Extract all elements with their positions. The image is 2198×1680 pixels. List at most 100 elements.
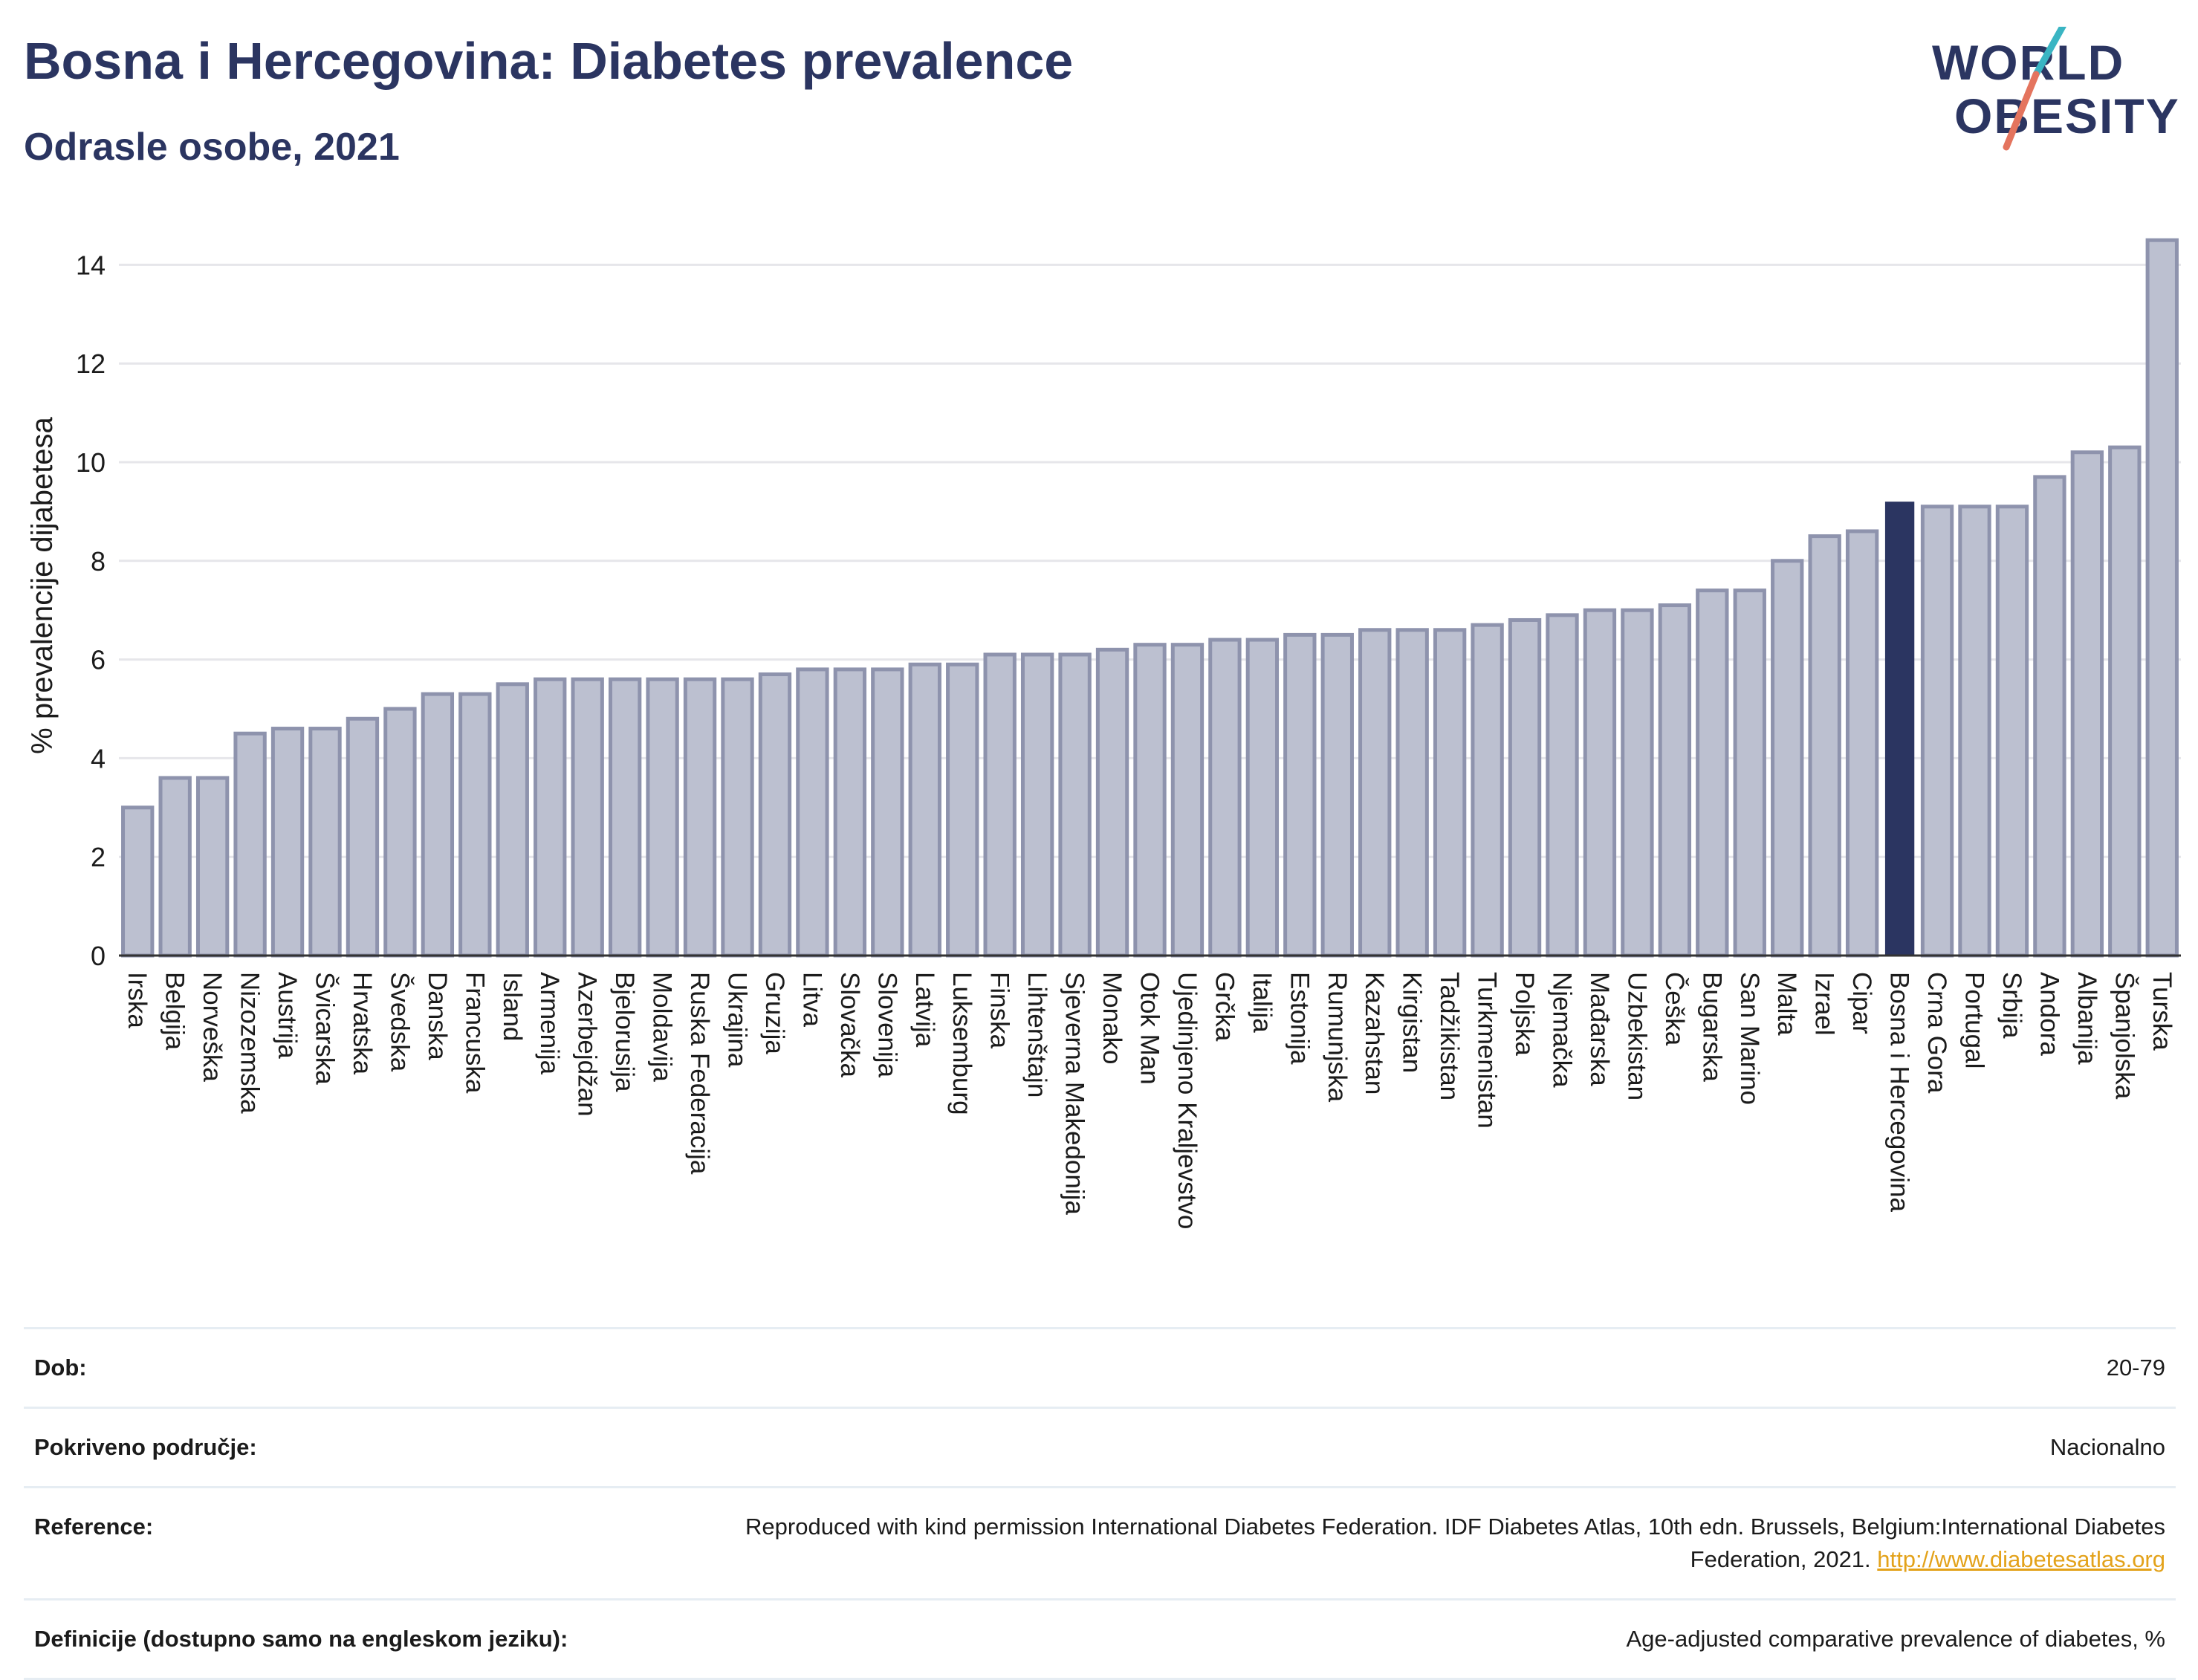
bar bbox=[833, 667, 867, 958]
bar bbox=[1771, 559, 1804, 958]
bar bbox=[534, 677, 567, 958]
x-tick-label: Armenija bbox=[535, 972, 564, 1075]
x-tick-label: Austrija bbox=[273, 972, 302, 1059]
x-tick-label: Finska bbox=[985, 972, 1014, 1049]
info-label-reference: Reference: bbox=[34, 1514, 154, 1540]
chart-subtitle: Odrasle osobe, 2021 bbox=[24, 126, 400, 169]
bar bbox=[1845, 529, 1879, 958]
x-tick-label: Monako bbox=[1098, 972, 1126, 1065]
x-tick-label: Belgija bbox=[161, 972, 189, 1051]
x-tick-label: Turkmenistan bbox=[1473, 972, 1502, 1129]
x-tick-label: Danska bbox=[423, 972, 452, 1060]
x-tick-label: Grčka bbox=[1210, 972, 1239, 1042]
x-tick-label: Njemačka bbox=[1548, 972, 1577, 1088]
bar bbox=[1020, 652, 1054, 958]
x-tick-label: Island bbox=[498, 972, 527, 1041]
y-axis-label: % prevalencije dijabetesa bbox=[26, 416, 59, 753]
y-tick-label: 2 bbox=[91, 842, 106, 872]
y-tick-label: 8 bbox=[91, 546, 106, 577]
logo-slash-icon bbox=[2003, 27, 2066, 151]
x-tick-label: Bosna i Hercegovina bbox=[1885, 972, 1914, 1212]
x-tick-label: Slovačka bbox=[835, 972, 864, 1078]
x-tick-label: Turska bbox=[2147, 972, 2176, 1051]
x-tick-label: Irska bbox=[123, 972, 152, 1028]
x-tick-label: Slovenija bbox=[872, 972, 901, 1078]
bar bbox=[1546, 613, 1579, 958]
bar bbox=[195, 776, 230, 958]
y-tick-label: 14 bbox=[76, 250, 106, 280]
bar bbox=[1245, 638, 1280, 958]
bar bbox=[233, 731, 267, 958]
info-row-definition: Definicije (dostupno samo na engleskom j… bbox=[24, 1598, 2176, 1680]
bar bbox=[1733, 588, 1766, 958]
x-tick-label: Ruska Federacija bbox=[685, 972, 714, 1175]
bar bbox=[608, 677, 642, 958]
x-tick-label: Cipar bbox=[1847, 972, 1876, 1034]
x-tick-label: Uzbekistan bbox=[1622, 972, 1651, 1100]
bar bbox=[1283, 632, 1317, 958]
bar-chart: 0 2 4 6 8 10 12 14 % prevalencije dijabetesa Irsk… bbox=[26, 238, 2181, 1229]
bar bbox=[1058, 652, 1092, 958]
bar bbox=[871, 667, 904, 958]
x-tick-label: Italija bbox=[1248, 972, 1277, 1033]
bar bbox=[1920, 505, 1954, 958]
bar bbox=[1170, 643, 1205, 958]
x-tick-label: Kazahstan bbox=[1360, 972, 1389, 1094]
bar bbox=[1658, 603, 1692, 958]
bar bbox=[908, 662, 941, 958]
bar bbox=[946, 662, 979, 958]
x-tick-label: Litva bbox=[797, 972, 826, 1027]
info-label-coverage: Pokriveno područje: bbox=[34, 1434, 257, 1460]
bar bbox=[2033, 475, 2066, 958]
bar bbox=[421, 692, 455, 958]
bar bbox=[1095, 647, 1129, 958]
bar bbox=[346, 716, 380, 958]
bar bbox=[1884, 502, 1915, 956]
info-table: Dob: 20-79 Pokriveno područje: Nacionaln… bbox=[24, 1327, 2176, 1680]
bar bbox=[2070, 450, 2104, 958]
bar bbox=[158, 776, 192, 958]
x-tick-label: Ujedinjeno Kraljevstvo bbox=[1173, 972, 1202, 1229]
x-tick-label: Bjelorusija bbox=[610, 972, 639, 1092]
chart-title: Bosna i Hercegovina: Diabetes prevalence bbox=[24, 32, 1074, 90]
x-tick-label: Kirgistan bbox=[1398, 972, 1427, 1073]
x-tick-label: Sjeverna Makedonija bbox=[1060, 972, 1089, 1215]
bar bbox=[1508, 617, 1542, 958]
y-tick-label: 6 bbox=[91, 645, 106, 675]
x-tick-label: Gruzija bbox=[760, 972, 789, 1054]
info-row-age: Dob: 20-79 bbox=[24, 1327, 2176, 1407]
reference-link[interactable]: http://www.diabetesatlas.org bbox=[1877, 1546, 2165, 1572]
x-tick-label: Azerbejdžan bbox=[573, 972, 602, 1117]
info-value-coverage: Nacionalno bbox=[2049, 1434, 2165, 1460]
x-tick-label: Poljska bbox=[1510, 972, 1539, 1056]
world-obesity-logo[interactable]: WORLD OBESITY bbox=[1932, 27, 2185, 153]
logo-text-obesity: OBESITY bbox=[1954, 88, 2180, 143]
x-tick-label: Mađarska bbox=[1585, 972, 1614, 1086]
bar bbox=[458, 692, 492, 958]
x-tick-label: Crna Gora bbox=[1922, 972, 1951, 1094]
bar bbox=[496, 682, 529, 958]
x-tick-label: Španjolska bbox=[2110, 972, 2139, 1100]
x-tick-label: Češka bbox=[1660, 972, 1689, 1046]
bar bbox=[1621, 608, 1654, 958]
x-tick-label: Otok Man bbox=[1135, 972, 1164, 1085]
x-tick-label: Moldavija bbox=[648, 972, 677, 1082]
x-tick-label: Izrael bbox=[1810, 972, 1839, 1036]
x-tick-label: San Marino bbox=[1735, 972, 1764, 1105]
bar bbox=[1808, 534, 1841, 958]
x-tick-label: Rumunjska bbox=[1323, 972, 1352, 1103]
x-tick-label: Ukrajina bbox=[723, 972, 752, 1068]
bar bbox=[983, 652, 1017, 958]
y-tick-label: 4 bbox=[91, 743, 106, 773]
bar bbox=[1358, 628, 1392, 958]
bar bbox=[1320, 632, 1354, 958]
x-tick-label: Malta bbox=[1772, 972, 1801, 1036]
x-tick-label: Lihtenštajn bbox=[1022, 972, 1051, 1097]
bar bbox=[571, 677, 604, 958]
y-tick-label: 12 bbox=[76, 348, 106, 379]
bar bbox=[1995, 505, 2029, 958]
bar bbox=[2108, 445, 2142, 958]
x-tick-label: Luksemburg bbox=[947, 972, 976, 1115]
x-tick-label: Norveška bbox=[198, 972, 227, 1082]
bar bbox=[1958, 505, 1991, 958]
